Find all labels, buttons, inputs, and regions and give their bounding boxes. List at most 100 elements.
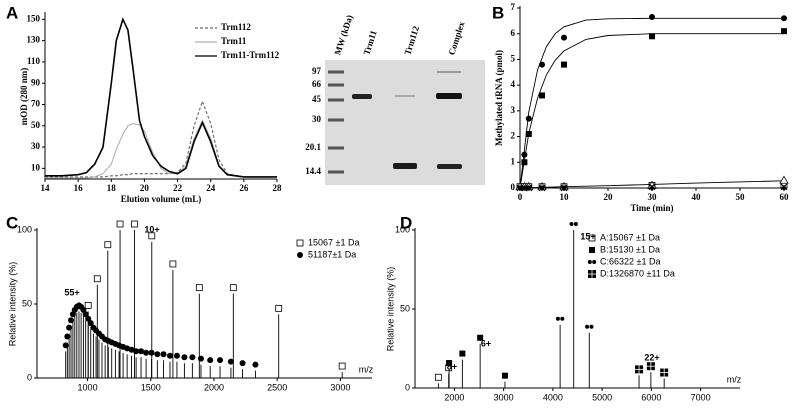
x-tick-label: 14 bbox=[41, 183, 51, 193]
peak-marker bbox=[207, 357, 214, 364]
marker-part bbox=[297, 252, 303, 258]
charge-label: 15+ bbox=[580, 231, 595, 241]
marker-part bbox=[649, 33, 655, 40]
marker-part bbox=[660, 368, 664, 373]
marker-part bbox=[239, 360, 246, 367]
marker-part bbox=[138, 348, 145, 355]
x-tick-label: 2000 bbox=[204, 382, 224, 392]
x-axis-label: m/z bbox=[727, 374, 742, 384]
legend-marker bbox=[587, 260, 597, 264]
peak-marker bbox=[635, 365, 644, 374]
marker-part bbox=[635, 365, 639, 369]
point bbox=[539, 61, 545, 68]
peak-marker bbox=[128, 346, 135, 353]
peak-marker bbox=[148, 232, 156, 240]
legend-label: 15067 ±1 Da bbox=[308, 237, 359, 247]
peak-marker bbox=[501, 372, 508, 379]
marker-part bbox=[166, 352, 173, 359]
ladder-band bbox=[328, 118, 344, 122]
marker-part bbox=[651, 362, 655, 366]
charge-label: 6+ bbox=[481, 338, 491, 348]
point bbox=[539, 185, 545, 191]
marker-part bbox=[62, 342, 69, 349]
marker-part bbox=[197, 355, 204, 362]
y-tick-label: 0 bbox=[27, 372, 32, 382]
marker-part bbox=[521, 185, 528, 191]
peak-marker bbox=[434, 373, 442, 381]
x-tick-label: 2500 bbox=[267, 382, 287, 392]
x-tick-label: 20 bbox=[604, 192, 614, 202]
peak-marker bbox=[82, 311, 89, 318]
y-tick-label: 50 bbox=[31, 120, 41, 130]
x-tick-label: 60 bbox=[780, 192, 790, 202]
y-tick-label: 4 bbox=[511, 79, 516, 89]
legend-label: B:15130 ±1 Da bbox=[600, 244, 660, 254]
marker-part bbox=[539, 185, 545, 191]
marker-part bbox=[446, 360, 453, 367]
marker-part bbox=[517, 185, 523, 191]
y-tick-label: 50 bbox=[22, 298, 32, 308]
marker-part bbox=[561, 34, 567, 41]
x-tick-label: 3000 bbox=[330, 382, 350, 392]
ladder-band bbox=[328, 70, 344, 74]
peak-marker bbox=[227, 358, 234, 365]
fit-curve bbox=[519, 17, 784, 189]
peak-marker bbox=[459, 350, 466, 357]
marker-part bbox=[275, 304, 283, 312]
marker-part bbox=[588, 274, 592, 278]
charge-label: 55+ bbox=[64, 287, 79, 297]
marker-part bbox=[592, 260, 597, 264]
x-tick-label: 24 bbox=[206, 183, 216, 193]
y-tick-label: 0 bbox=[405, 382, 410, 392]
marker-part bbox=[525, 131, 532, 137]
peak-marker bbox=[166, 352, 173, 359]
x-tick-label: 7000 bbox=[691, 392, 711, 402]
y-tick-label: 0 bbox=[511, 182, 516, 192]
marker-part bbox=[573, 222, 578, 226]
legend-marker bbox=[588, 234, 596, 242]
peak-marker bbox=[181, 354, 188, 361]
marker-part bbox=[128, 346, 135, 353]
marker-part bbox=[555, 316, 560, 321]
marker-part bbox=[560, 316, 565, 321]
ladder-band bbox=[328, 170, 344, 174]
marker-part bbox=[459, 350, 466, 357]
marker-part bbox=[649, 14, 655, 20]
peak-marker bbox=[154, 351, 161, 358]
legend-label: A:15067 ±1 Da bbox=[600, 232, 660, 242]
point bbox=[521, 185, 528, 191]
marker-part bbox=[133, 348, 140, 355]
fit-curve bbox=[519, 33, 784, 189]
band bbox=[393, 163, 417, 169]
marker-part bbox=[104, 241, 112, 249]
marker-part bbox=[569, 222, 574, 226]
marker-part bbox=[521, 159, 528, 166]
x-tick-label: 2000 bbox=[444, 392, 464, 402]
peak-marker bbox=[62, 342, 69, 349]
ladder-band bbox=[328, 83, 344, 87]
line-series bbox=[45, 17, 277, 178]
y-tick-label: 100 bbox=[395, 224, 410, 234]
x-tick-label: 18 bbox=[107, 183, 117, 193]
panel-letter: A bbox=[6, 3, 18, 22]
x-tick-label: 40 bbox=[692, 192, 702, 202]
peak-marker bbox=[197, 355, 204, 362]
y-tick-label: 2 bbox=[511, 131, 516, 141]
y-tick-label: 1 bbox=[511, 156, 516, 166]
marker-part bbox=[93, 275, 101, 283]
legend-marker bbox=[588, 270, 596, 278]
peak-marker bbox=[138, 348, 145, 355]
legend-label: Trm11 bbox=[221, 36, 247, 46]
peak-marker bbox=[239, 360, 246, 367]
point bbox=[561, 34, 567, 41]
peak-marker bbox=[660, 368, 669, 377]
point bbox=[521, 151, 528, 158]
marker-part bbox=[585, 324, 590, 329]
ladder-band bbox=[328, 146, 344, 150]
marker-part bbox=[781, 185, 787, 191]
point bbox=[779, 175, 789, 184]
marker-part bbox=[131, 220, 138, 228]
peak-marker bbox=[477, 334, 484, 341]
peak-marker bbox=[585, 324, 594, 329]
peak-marker bbox=[217, 357, 224, 364]
